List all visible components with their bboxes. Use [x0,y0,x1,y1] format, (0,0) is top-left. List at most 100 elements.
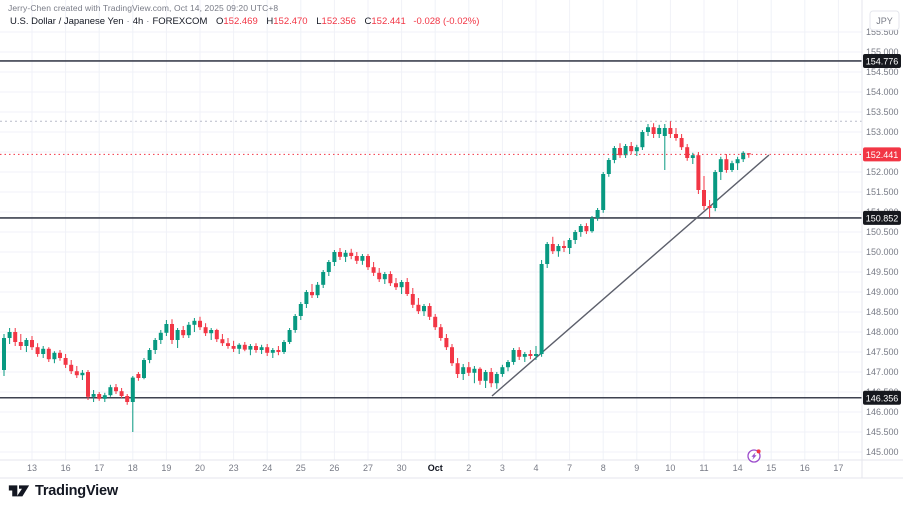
candle-body [506,362,510,368]
time-axis[interactable]: 13 16 17 18 19 20 23 24 25 26 27 30 Oct 2 3 4 7 8 9 10 11 14 1… [27,463,843,473]
candle [366,254,370,270]
time-axis-label: 20 [195,463,205,473]
candle-body [416,304,421,312]
candle-body [298,304,303,316]
candle [679,134,684,150]
price-badge-bg [863,53,901,68]
candle-body [545,244,550,264]
candle-body [461,367,466,374]
candle-body [24,340,29,346]
price-badge-text: 152.441 [866,150,899,160]
candle-body [427,306,432,317]
candle-body [685,147,690,158]
currency-label[interactable]: JPY [869,10,900,31]
candle [517,347,522,360]
candle [287,328,292,344]
candle [730,160,734,172]
price-badge-154.776: 154.776 [863,53,901,68]
close-value: 152.441 [371,16,406,27]
candle-body [226,343,230,346]
candle-body [629,146,634,152]
grid-lines [0,0,862,460]
candle [63,354,68,368]
candle [450,344,454,366]
candle [618,143,622,158]
candle-body [478,368,482,381]
horizontal-levels [0,60,862,399]
candle [125,394,130,405]
attribution-text: Jerry-Chen created with TradingView.com,… [8,3,279,13]
time-axis-label: 15 [766,463,776,473]
low-value: 152.356 [321,16,356,27]
candle-body [455,363,460,374]
economic-event-icon[interactable] [747,449,761,463]
candle-body [220,339,225,344]
tradingview-logo[interactable]: TradingView [8,482,118,499]
candle-body [74,371,79,376]
time-axis-label: 25 [296,463,306,473]
candle [30,336,34,350]
candle [707,200,712,218]
open-value: 152.469 [223,16,258,27]
time-axis-label: 17 [94,463,104,473]
candle [741,151,746,162]
candle-body [338,252,342,257]
time-axis-label: 13 [27,463,37,473]
candle-body [321,272,326,285]
candle-body [343,252,348,257]
price-axis-label: 149.000 [866,287,899,297]
candle-body [282,342,286,352]
candle [472,366,477,384]
candle [405,278,410,296]
candle-body [500,367,505,374]
price-axis-label: 149.500 [866,267,899,277]
candle [556,244,561,257]
candle-body [13,332,18,342]
candle [74,366,79,378]
candle-body [522,354,527,357]
candle [685,144,690,161]
candle [735,156,740,170]
candle [86,370,90,400]
candle-body [511,350,516,362]
candle [192,318,197,332]
candle [52,351,57,364]
time-axis-label: 9 [634,463,639,473]
candle [69,360,74,374]
candle [226,338,230,349]
candle [41,346,46,358]
candle [265,344,270,356]
candle-body [259,347,264,350]
candle [203,323,208,336]
price-axis-label: 145.500 [866,427,899,437]
candle [690,152,695,164]
candle [539,260,544,357]
candle [634,144,639,156]
candle [304,290,309,308]
candle [147,348,152,364]
candle [590,216,594,233]
candle-body [366,256,370,268]
candle [461,364,466,380]
high-label: H [266,16,274,27]
candle [371,262,376,276]
candle [500,364,505,377]
candle [584,223,589,234]
price-axis-label: 148.000 [866,327,899,337]
candle [578,224,583,237]
trendline[interactable] [491,154,770,397]
price-axis-label: 150.500 [866,227,899,237]
candle-body [326,262,331,272]
candle [595,208,600,221]
candle-body [702,190,706,206]
price-axis-label: 154.000 [866,87,899,97]
candle [433,314,438,330]
symbol-legend[interactable]: U.S. Dollar / Japanese Yen · 4h · FOREXCOM O… [10,16,479,27]
candle [175,328,180,348]
price-badge-text: 154.776 [866,56,899,66]
price-axis-label: 148.500 [866,307,899,317]
candle-body [310,292,314,296]
candle-body [741,152,746,160]
candle-body [315,284,320,296]
